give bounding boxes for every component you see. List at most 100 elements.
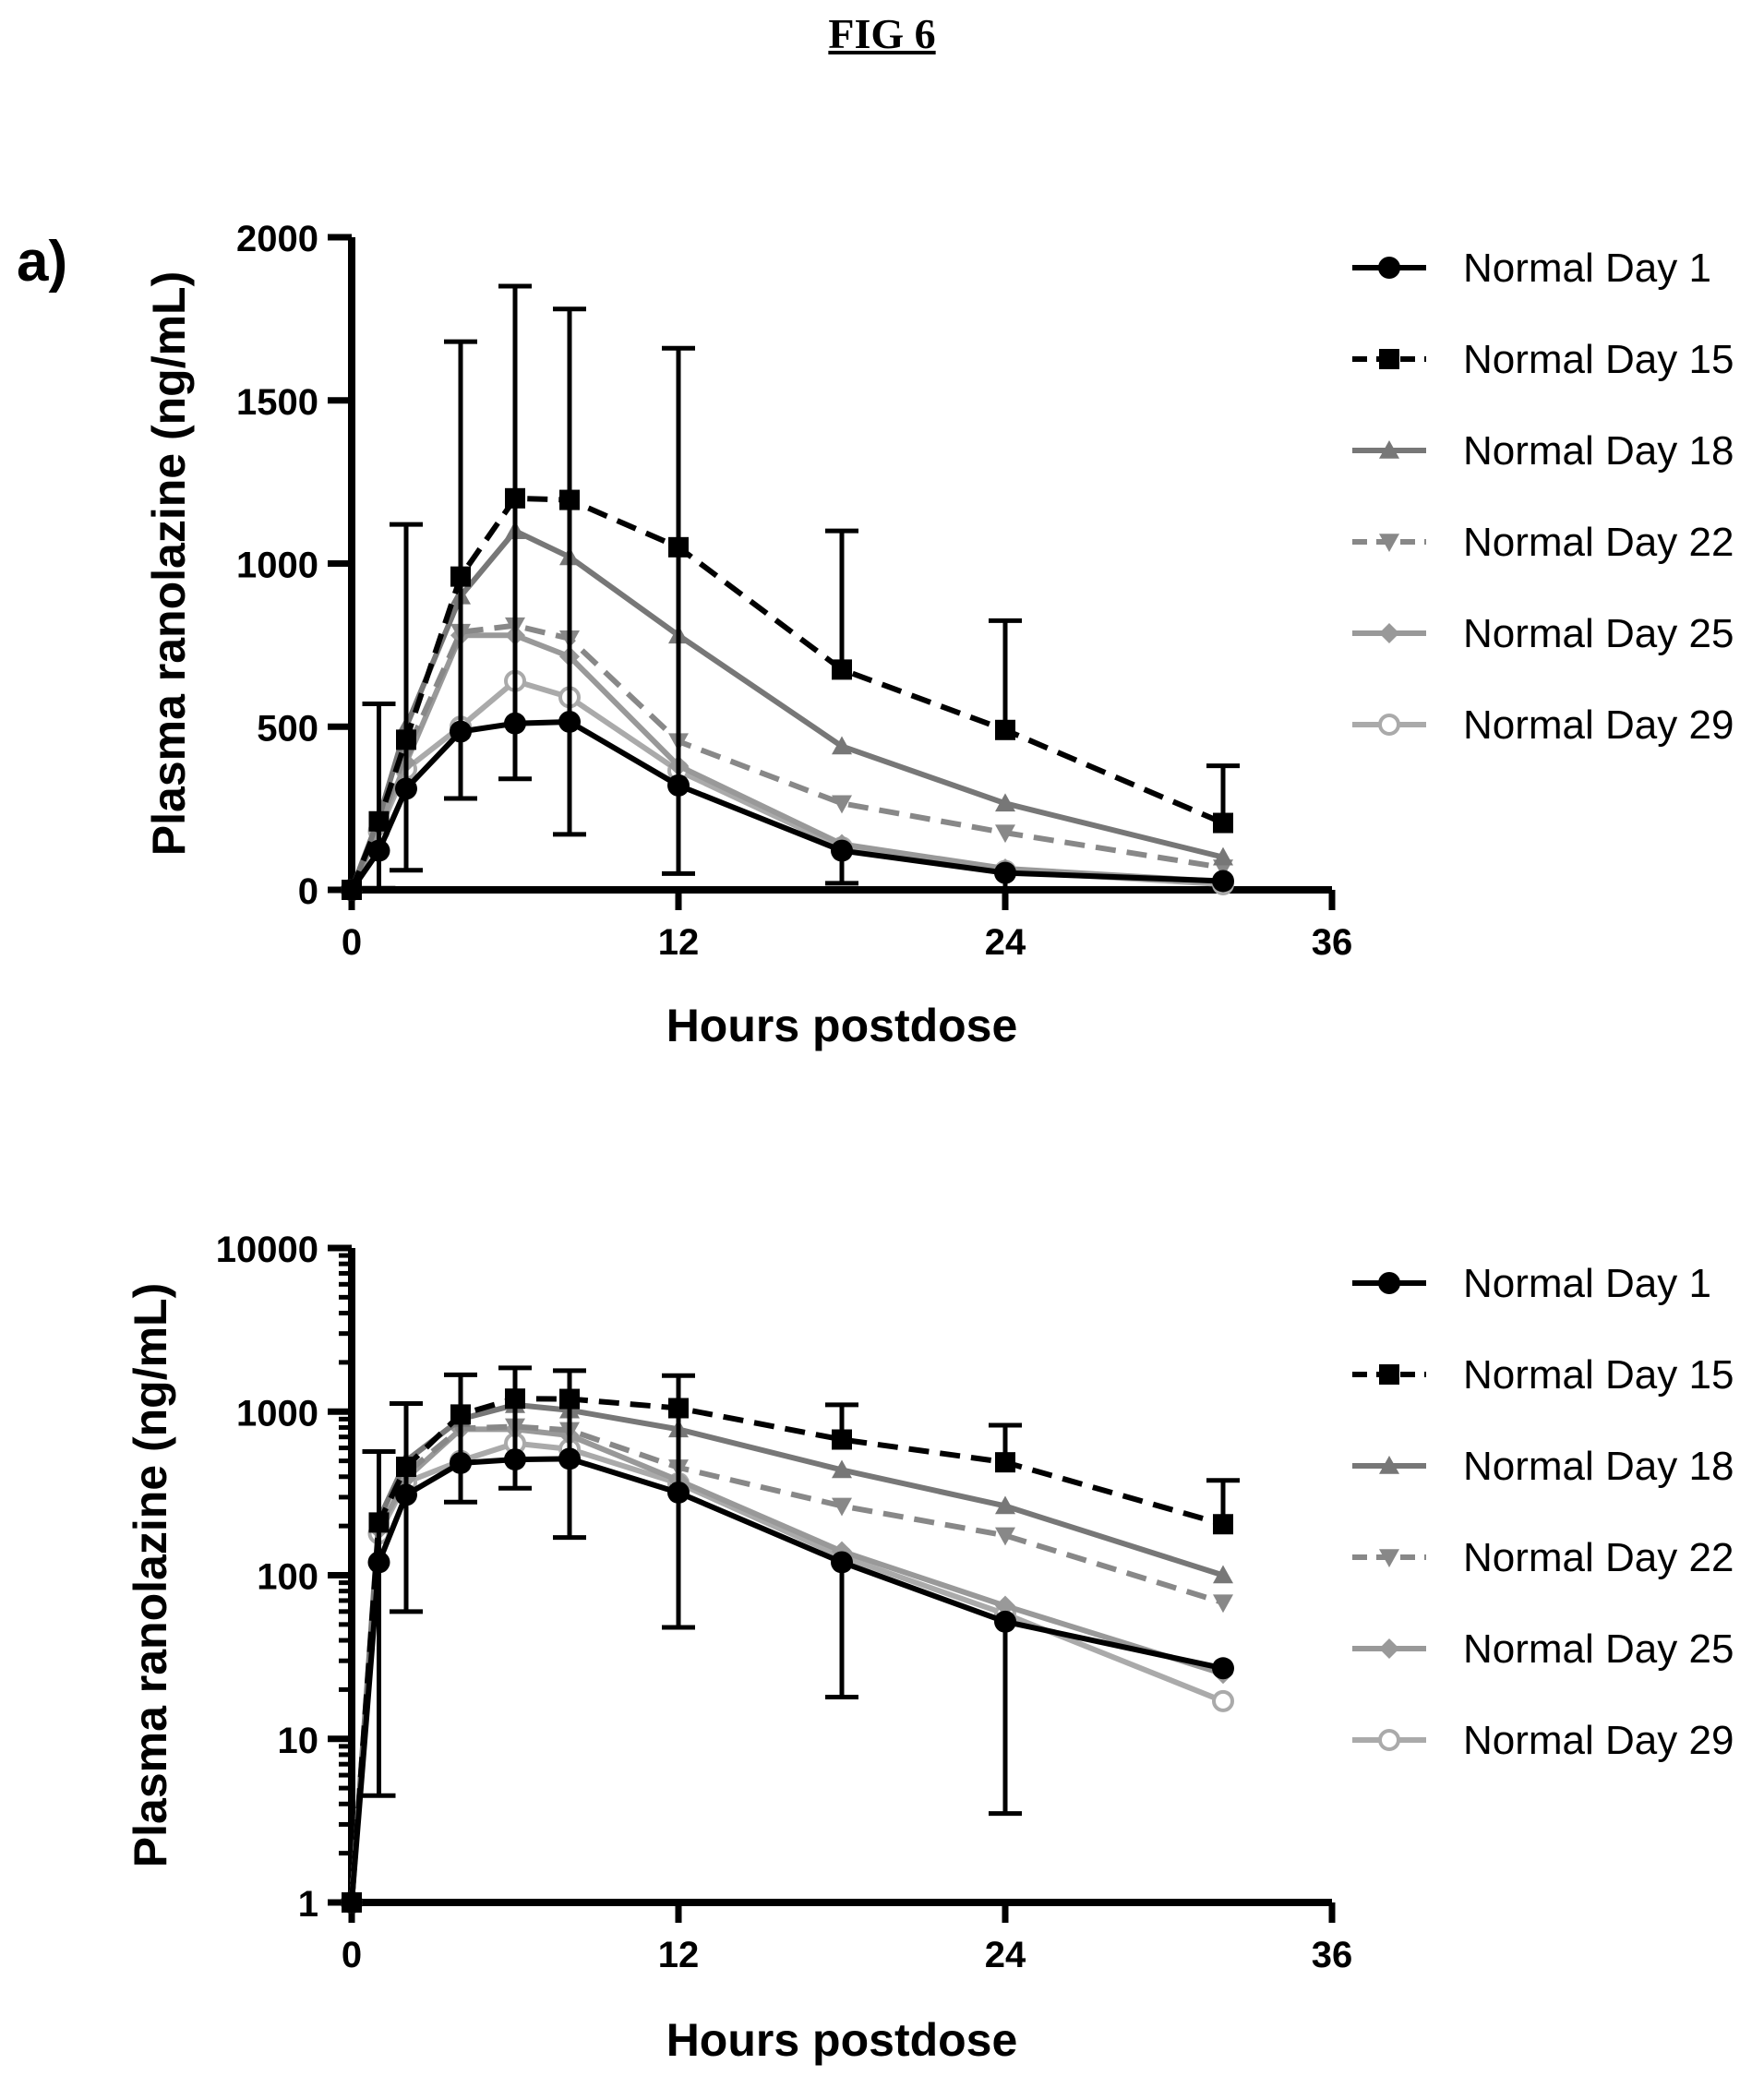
data-point	[1213, 812, 1233, 834]
data-point	[832, 1429, 852, 1450]
data-point	[832, 736, 852, 755]
series-line	[349, 632, 1224, 892]
y-tick-label: 2000	[236, 219, 318, 259]
data-point	[832, 1497, 852, 1517]
series-normal-day-22	[342, 617, 1233, 900]
panel-label: a)	[17, 230, 68, 294]
data-point	[1213, 1514, 1233, 1535]
data-point	[367, 1551, 390, 1574]
series-normal-day-29	[341, 669, 1234, 901]
data-point	[832, 659, 852, 680]
data-point	[558, 710, 581, 733]
data-point	[450, 720, 472, 743]
legend-marker	[1378, 1272, 1400, 1294]
data-point	[832, 795, 852, 814]
legend-marker	[1378, 257, 1400, 279]
data-point	[450, 1451, 472, 1474]
data-point	[995, 719, 1015, 740]
data-point	[1213, 846, 1233, 866]
y-tick-label: 10	[278, 1721, 319, 1761]
data-point	[367, 839, 390, 862]
data-point	[831, 839, 853, 862]
series-normal-day-1	[341, 283, 1234, 901]
data-point	[667, 774, 690, 797]
legend-label: Normal Day 18	[1463, 428, 1734, 474]
legend-label: Normal Day 22	[1463, 1535, 1734, 1580]
legend-marker	[1379, 1456, 1399, 1474]
legend-label: Normal Day 25	[1463, 1626, 1734, 1672]
legend-label: Normal Day 15	[1463, 337, 1734, 382]
legend-marker	[1379, 440, 1399, 459]
series-normal-day-18	[342, 521, 1233, 898]
series-line	[349, 1423, 1224, 1903]
data-point	[504, 712, 526, 735]
data-point	[995, 1452, 1015, 1473]
legend-marker	[1379, 1638, 1399, 1659]
legend-label: Normal Day 29	[1463, 1718, 1734, 1763]
data-point	[341, 879, 363, 901]
data-point	[504, 1448, 526, 1471]
x-tick-label: 24	[985, 1935, 1026, 1975]
x-tick-label: 36	[1312, 1935, 1353, 1975]
y-tick-label: 500	[257, 708, 318, 749]
legend-marker	[1379, 623, 1399, 643]
legend-marker	[1378, 1729, 1400, 1751]
data-point	[1212, 870, 1234, 893]
data-point	[995, 1595, 1015, 1616]
series-line	[349, 1396, 1224, 1903]
series-normal-day-15	[342, 487, 1240, 900]
data-point	[995, 1495, 1015, 1515]
legend-marker	[1379, 1364, 1399, 1385]
data-point	[995, 824, 1015, 844]
data-point	[995, 793, 1015, 812]
data-point	[395, 777, 417, 800]
y-tick-label: 1	[298, 1884, 318, 1925]
series-line	[349, 495, 1225, 892]
legend-marker	[1378, 714, 1400, 736]
x-tick-label: 0	[342, 1935, 362, 1975]
y-tick-label: 100	[257, 1557, 318, 1598]
y-tick-label: 10000	[216, 1230, 318, 1270]
series-line	[349, 528, 1224, 892]
y-tick-label: 1000	[236, 546, 318, 586]
series-line	[349, 622, 1224, 892]
series-normal-day-22	[342, 1418, 1233, 1913]
data-point	[667, 1481, 690, 1504]
legend-label: Normal Day 1	[1463, 246, 1711, 291]
series-normal-day-1	[341, 1365, 1234, 1914]
data-point	[831, 1551, 853, 1574]
figure-title: FIG 6	[828, 10, 936, 57]
series-line	[349, 1401, 1224, 1903]
legend: Normal Day 1 Normal Day 15 Normal Day 18 No…	[1352, 1261, 1734, 1763]
y-tick-label: 1500	[236, 382, 318, 423]
x-tick-label: 24	[985, 922, 1026, 963]
legend-label: Normal Day 29	[1463, 702, 1734, 748]
x-tick-label: 12	[658, 1935, 700, 1975]
x-tick-label: 36	[1312, 922, 1353, 963]
legend-label: Normal Day 25	[1463, 611, 1734, 656]
series-line	[349, 1426, 1224, 1903]
x-axis-title: Hours postdose	[666, 1000, 1018, 1051]
data-point	[1213, 1565, 1233, 1584]
data-point	[341, 1891, 363, 1914]
data-point	[1212, 1689, 1234, 1712]
legend-label: Normal Day 15	[1463, 1352, 1734, 1398]
series-line	[349, 718, 1224, 892]
x-tick-label: 0	[342, 922, 362, 963]
y-axis-title: Plasma ranolazine (ng/mL)	[125, 1283, 176, 1867]
legend-marker	[1379, 349, 1399, 369]
legend-marker	[1379, 534, 1399, 552]
series-normal-day-15	[342, 1388, 1240, 1913]
data-point	[558, 1447, 581, 1470]
legend-marker	[1379, 1549, 1399, 1567]
series-normal-day-29	[341, 1432, 1234, 1914]
x-axis-title: Hours postdose	[666, 2014, 1018, 2066]
y-tick-label: 1000	[236, 1393, 318, 1434]
linear-chart: 0 12 24 36 0 500 1000 1500 2000 Hours postdose Pla…	[143, 219, 1734, 1051]
series-normal-day-25	[342, 1419, 1233, 1913]
x-tick-label: 12	[658, 922, 700, 963]
y-tick-label: 0	[298, 871, 318, 912]
series-line	[349, 1456, 1224, 1903]
data-point	[832, 1459, 852, 1479]
